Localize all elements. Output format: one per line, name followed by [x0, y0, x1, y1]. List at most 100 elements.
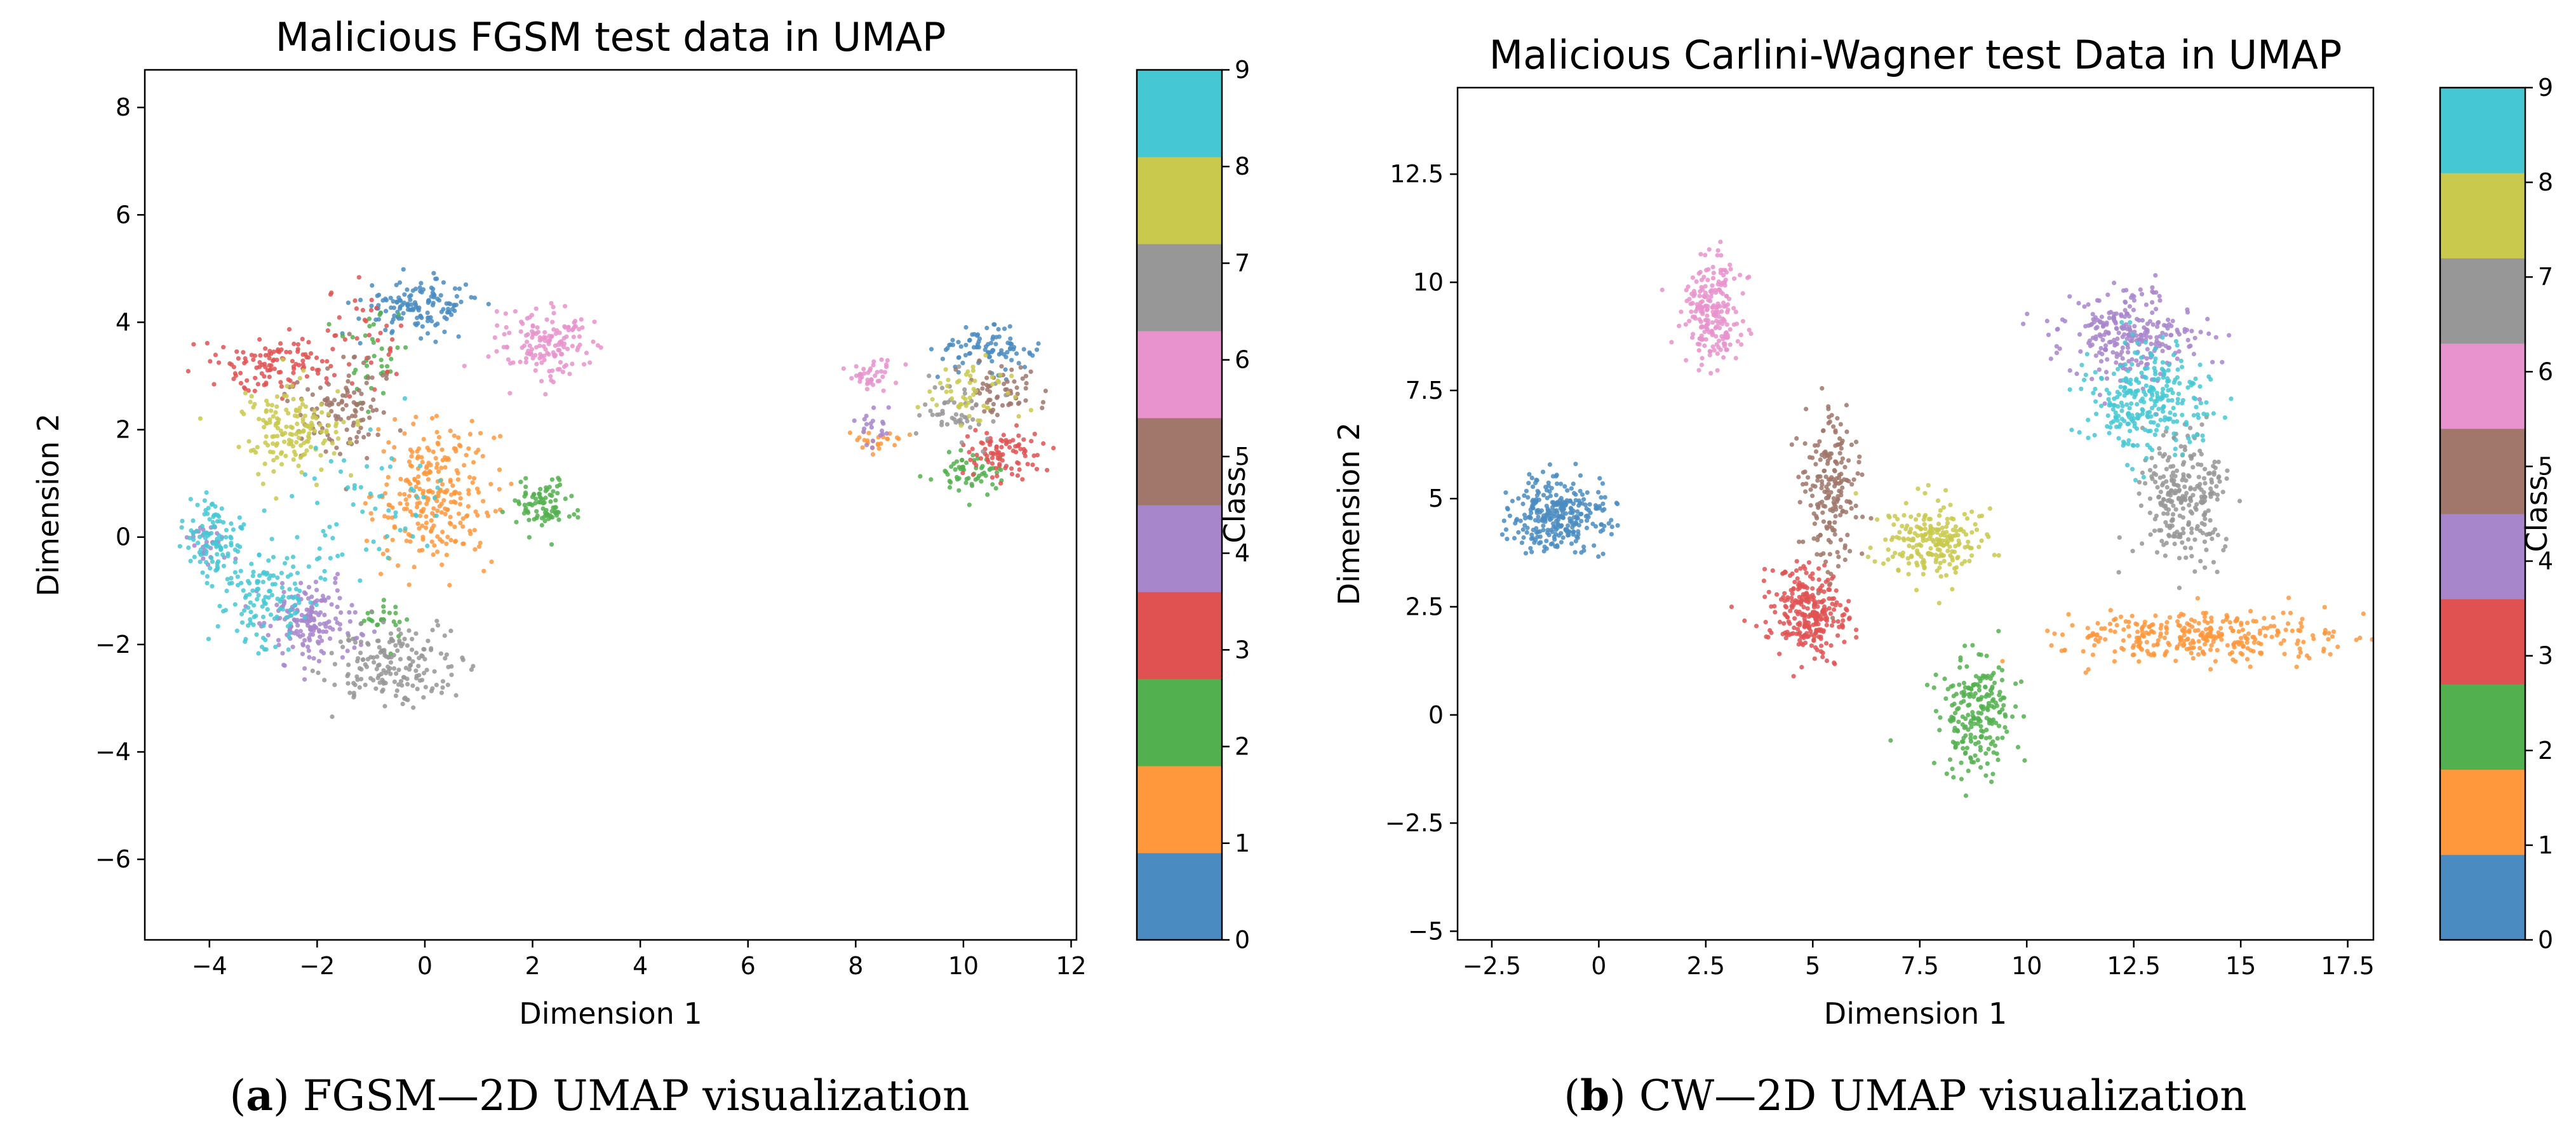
- scatter-point: [1499, 532, 1505, 537]
- scatter-point: [1948, 502, 1953, 507]
- scatter-point: [291, 595, 296, 601]
- scatter-point: [307, 635, 312, 641]
- scatter-point: [1514, 517, 1520, 522]
- scatter-point: [375, 676, 380, 681]
- scatter-point: [2160, 330, 2165, 335]
- scatter-point: [2354, 638, 2359, 643]
- scatter-point: [1857, 454, 1862, 459]
- scatter-point: [380, 373, 386, 378]
- scatter-point: [1694, 279, 1699, 284]
- scatter-point: [310, 392, 315, 398]
- plot-frame: [1456, 86, 2375, 941]
- scatter-point: [2111, 372, 2116, 377]
- scatter-point: [434, 683, 439, 688]
- scatter-point: [2229, 626, 2234, 631]
- scatter-point: [1727, 262, 1733, 267]
- scatter-point: [232, 602, 238, 607]
- scatter-point: [1698, 251, 1703, 257]
- scatter-point: [1969, 509, 1975, 514]
- scatter-point: [221, 345, 226, 350]
- scatter-point: [2107, 316, 2112, 321]
- scatter-point: [2152, 366, 2157, 371]
- scatter-point: [1696, 368, 1701, 373]
- scatter-point: [302, 590, 307, 595]
- scatter-point: [1002, 381, 1007, 387]
- scatter-point: [316, 641, 321, 646]
- scatter-point: [1821, 504, 1826, 509]
- scatter-point: [1825, 526, 1830, 531]
- scatter-point: [1732, 276, 1737, 281]
- scatter-point: [386, 474, 391, 480]
- scatter-point: [2196, 474, 2201, 479]
- scatter-point: [1914, 587, 1919, 593]
- scatter-point: [2086, 667, 2091, 672]
- scatter-point: [424, 464, 429, 469]
- scatter-point: [2162, 635, 2167, 641]
- scatter-point: [2144, 639, 2149, 645]
- scatter-point: [1838, 422, 1843, 427]
- scatter-point: [989, 375, 995, 380]
- scatter-point: [291, 396, 296, 402]
- scatter-point: [1609, 518, 1614, 523]
- scatter-point: [248, 448, 253, 453]
- cluster-class-2: [500, 476, 580, 547]
- scatter-point: [2206, 331, 2211, 337]
- scatter-point: [2114, 394, 2120, 399]
- scatter-point: [364, 539, 370, 544]
- scatter-point: [352, 645, 357, 650]
- scatter-point: [2165, 458, 2170, 463]
- scatter-point: [364, 380, 369, 385]
- scatter-point: [978, 456, 983, 461]
- scatter-point: [2210, 359, 2215, 365]
- scatter-point: [208, 359, 213, 364]
- scatter-point: [2178, 499, 2184, 504]
- scatter-point: [2130, 549, 2135, 554]
- scatter-point: [1835, 550, 1840, 555]
- scatter-point: [1012, 379, 1017, 384]
- scatter-point: [537, 500, 543, 505]
- scatter-point: [271, 441, 276, 446]
- scatter-point: [1989, 741, 1994, 746]
- cluster-class-3: [1729, 559, 1859, 679]
- scatter-point: [431, 506, 436, 511]
- scatter-point: [1826, 493, 1831, 499]
- scatter-point: [1798, 566, 1803, 571]
- scatter-point: [2086, 436, 2091, 441]
- scatter-point: [1017, 467, 1022, 472]
- scatter-point: [1576, 529, 1581, 534]
- scatter-point: [998, 481, 1003, 486]
- scatter-point: [544, 487, 550, 492]
- scatter-point: [347, 331, 352, 337]
- scatter-point: [262, 374, 267, 379]
- scatter-point: [274, 603, 279, 608]
- scatter-point: [1797, 500, 1802, 505]
- scatter-point: [1976, 740, 1981, 745]
- scatter-point: [2173, 338, 2178, 344]
- scatter-point: [1825, 458, 1830, 464]
- scatter-point: [514, 519, 519, 525]
- scatter-point: [416, 664, 421, 669]
- scatter-point: [2196, 620, 2201, 626]
- scatter-point: [271, 573, 276, 579]
- scatter-point: [1823, 559, 1828, 565]
- scatter-point: [2111, 315, 2116, 320]
- scatter-point: [191, 537, 196, 542]
- scatter-point: [352, 354, 358, 359]
- scatter-point: [357, 685, 362, 690]
- scatter-point: [270, 434, 275, 439]
- scatter-point: [2067, 387, 2072, 392]
- scatter-point: [567, 514, 572, 519]
- scatter-point: [932, 385, 937, 390]
- cluster-class-2: [326, 310, 408, 415]
- scatter-point: [2094, 412, 2099, 417]
- scatter-point: [225, 554, 231, 559]
- scatter-point: [374, 666, 379, 672]
- scatter-point: [1009, 367, 1014, 372]
- scatter-point: [251, 622, 256, 627]
- scatter-point: [968, 373, 973, 378]
- scatter-point: [556, 517, 561, 523]
- cluster-class-6: [841, 357, 908, 393]
- scatter-point: [2203, 481, 2208, 486]
- scatter-point: [1764, 634, 1769, 639]
- scatter-point: [2181, 530, 2186, 535]
